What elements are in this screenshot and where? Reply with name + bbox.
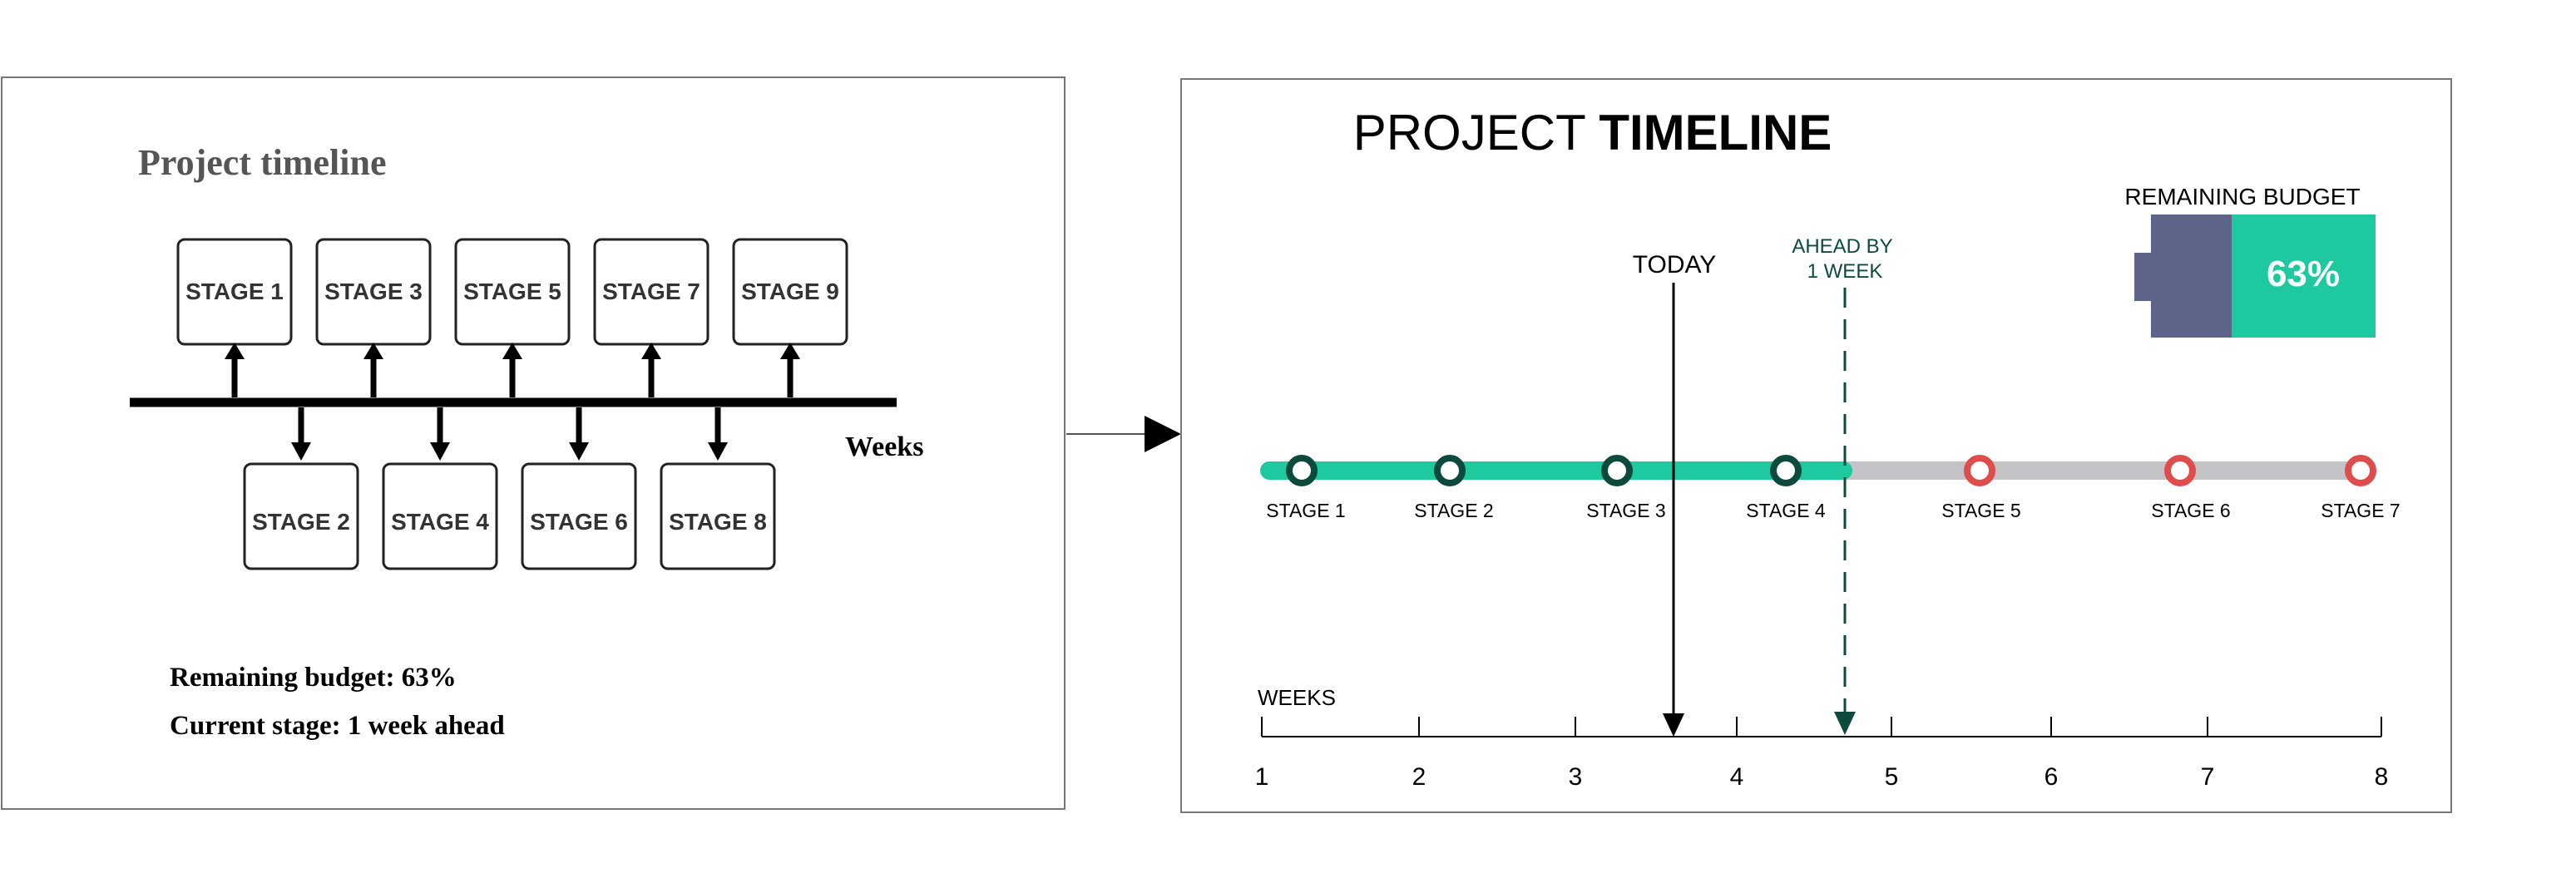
ahead-label-line2: 1 WEEK <box>1807 260 1883 283</box>
left-title: Project timeline <box>138 142 386 183</box>
stage-marker: STAGE 2 <box>1414 455 1494 521</box>
stage-box: STAGE 4 <box>382 407 498 570</box>
stage-box: STAGE 7 <box>593 238 710 397</box>
svg-text:STAGE 3: STAGE 3 <box>1586 500 1665 521</box>
svg-text:STAGE 1: STAGE 1 <box>1266 500 1345 521</box>
svg-text:STAGE 5: STAGE 5 <box>463 279 561 304</box>
stage-box: STAGE 8 <box>660 407 776 570</box>
svg-text:5: 5 <box>1885 763 1899 791</box>
right-panel-border <box>1180 78 2452 813</box>
week-tick: 1 <box>1255 717 1269 791</box>
week-tick: 4 <box>1730 717 1744 791</box>
svg-text:STAGE 3: STAGE 3 <box>324 279 423 304</box>
battery-remaining <box>2232 215 2376 338</box>
left-panel: Project timeline Weeks STAGE 1 STAGE 3 S… <box>1 76 1066 810</box>
remaining-budget-note: Remaining budget: 63% <box>170 663 457 693</box>
svg-text:STAGE 2: STAGE 2 <box>252 509 350 535</box>
battery-used <box>2151 215 2234 338</box>
ahead-marker: AHEAD BY 1 WEEK <box>1792 235 1893 735</box>
week-tick: 2 <box>1412 717 1426 791</box>
svg-text:STAGE 1: STAGE 1 <box>185 279 284 304</box>
svg-text:STAGE 9: STAGE 9 <box>741 279 839 304</box>
stage-box: STAGE 1 <box>176 238 293 397</box>
left-top-stages: STAGE 1 STAGE 3 STAGE 5 STAGE 7 <box>176 238 848 397</box>
svg-text:STAGE 4: STAGE 4 <box>391 509 489 535</box>
left-panel-border <box>1 76 1066 810</box>
stage-marker: STAGE 7 <box>2321 455 2400 521</box>
svg-text:STAGE 8: STAGE 8 <box>669 509 767 535</box>
left-axis-label: Weeks <box>845 432 923 462</box>
today-marker: TODAY <box>1633 251 1717 737</box>
svg-text:8: 8 <box>2375 763 2389 791</box>
stage-marker: STAGE 5 <box>1941 455 2021 521</box>
week-tick: 5 <box>1885 717 1899 791</box>
week-tick: 7 <box>2201 717 2215 791</box>
svg-text:STAGE 7: STAGE 7 <box>602 279 700 304</box>
stage-box: STAGE 6 <box>521 407 637 570</box>
stage-marker: STAGE 4 <box>1746 455 1826 521</box>
budget-label: REMAINING BUDGET <box>2124 184 2360 210</box>
weeks-label: WEEKS <box>1258 685 1336 710</box>
today-label: TODAY <box>1633 251 1717 279</box>
week-tick: 6 <box>2044 717 2059 791</box>
left-bottom-stages: STAGE 2 STAGE 4 STAGE 6 STAGE 8 <box>243 407 776 570</box>
week-tick: 8 <box>2375 717 2389 791</box>
svg-text:STAGE 7: STAGE 7 <box>2321 500 2400 521</box>
svg-text:STAGE 4: STAGE 4 <box>1746 500 1826 521</box>
budget-battery: REMAINING BUDGET 63% <box>2124 184 2376 338</box>
svg-text:STAGE 6: STAGE 6 <box>530 509 628 535</box>
stage-box: STAGE 9 <box>732 238 848 397</box>
ahead-label-line1: AHEAD BY <box>1792 235 1892 258</box>
week-tick: 3 <box>1569 717 1583 791</box>
svg-text:2: 2 <box>1412 763 1426 791</box>
transform-arrow <box>1066 416 1181 452</box>
stage-box: STAGE 2 <box>243 407 359 570</box>
right-title: PROJECT TIMELINE <box>1256 105 1901 160</box>
current-stage-note: Current stage: 1 week ahead <box>170 711 505 741</box>
svg-text:STAGE 2: STAGE 2 <box>1414 500 1493 521</box>
svg-text:STAGE 5: STAGE 5 <box>1941 500 2020 521</box>
svg-text:7: 7 <box>2201 763 2215 791</box>
svg-text:1: 1 <box>1255 763 1269 791</box>
svg-text:3: 3 <box>1569 763 1583 791</box>
weeks-axis: WEEKS 1 2 3 4 5 <box>1255 685 2389 791</box>
budget-value: 63% <box>2267 254 2340 294</box>
stage-box: STAGE 5 <box>454 238 571 397</box>
stage-marker: STAGE 1 <box>1266 455 1346 521</box>
stage-marker: STAGE 6 <box>2151 455 2231 521</box>
svg-text:STAGE 6: STAGE 6 <box>2151 500 2230 521</box>
stage-box: STAGE 3 <box>315 238 432 397</box>
stage-marker: STAGE 3 <box>1586 455 1666 521</box>
stage-markers: STAGE 1 STAGE 2 STAGE 3 STAGE 4 STAGE 5 … <box>1266 455 2400 521</box>
battery-terminal <box>2134 253 2153 301</box>
svg-text:6: 6 <box>2044 763 2059 791</box>
right-panel: PROJECT TIMELINE REMAINING BUDGET 63% ST… <box>1180 78 2452 813</box>
svg-text:4: 4 <box>1730 763 1744 791</box>
